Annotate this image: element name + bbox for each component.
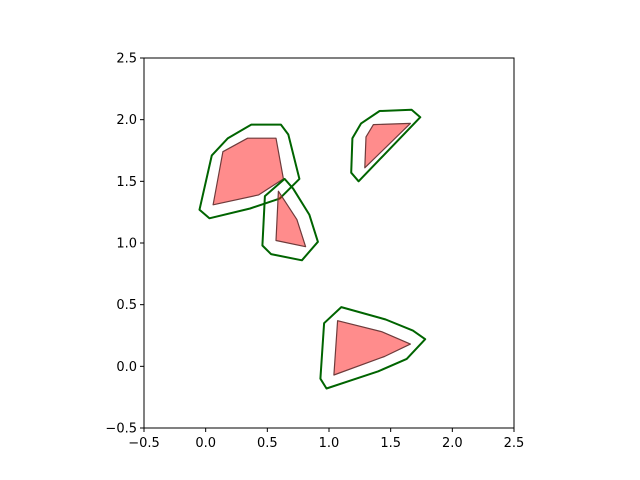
x-tick-label: 1.5 <box>380 436 401 451</box>
y-tick-label: 0.0 <box>116 360 137 375</box>
outline-polygon-1 <box>198 123 301 220</box>
outline-polygon-2 <box>261 177 319 262</box>
x-tick-label: 2.5 <box>504 436 525 451</box>
filled-polygon-1 <box>212 137 284 206</box>
outline-polygon-3 <box>350 108 422 183</box>
y-tick-label: 1.5 <box>116 175 137 190</box>
y-tick-label: −0.5 <box>105 422 137 437</box>
y-tick-label: 2.5 <box>116 52 137 67</box>
outline-polygon-4 <box>319 306 427 390</box>
plot-area <box>144 58 514 428</box>
x-tick-label: 0.5 <box>257 436 278 451</box>
y-tick-label: 1.0 <box>116 237 137 252</box>
x-tick-label: 1.0 <box>319 436 340 451</box>
y-axis: −0.5 0.0 0.5 1.0 1.5 2.0 2.5 <box>105 52 144 437</box>
x-axis: −0.5 0.0 0.5 1.0 1.5 2.0 2.5 <box>128 428 524 451</box>
shapes-layer <box>198 108 427 390</box>
filled-polygon-2 <box>275 190 307 248</box>
y-tick-label: 0.5 <box>116 298 137 313</box>
filled-polygon-4 <box>333 320 411 376</box>
x-tick-label: 0.0 <box>195 436 216 451</box>
x-tick-label: 2.0 <box>442 436 463 451</box>
filled-polygon-3 <box>364 122 411 169</box>
y-tick-label: 2.0 <box>116 113 137 128</box>
x-tick-label: −0.5 <box>128 436 160 451</box>
